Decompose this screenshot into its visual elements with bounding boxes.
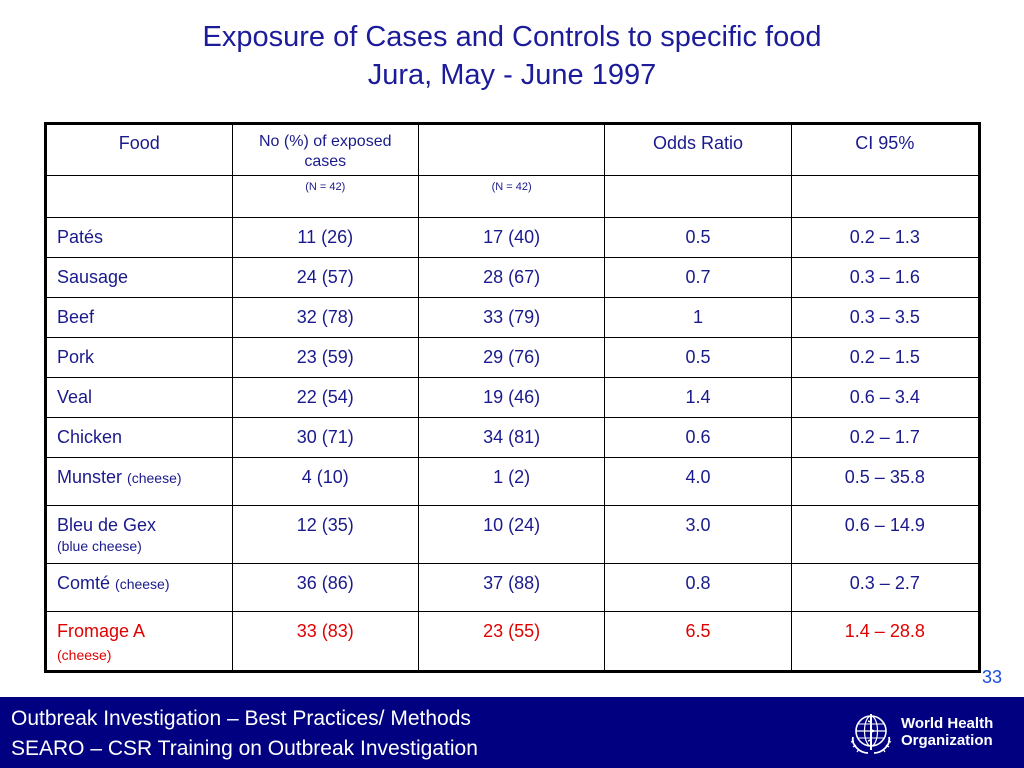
who-emblem-icon	[850, 714, 892, 754]
cases-value: 11 (26)	[231, 217, 419, 258]
footer-bar: Outbreak Investigation – Best Practices/…	[0, 697, 1024, 768]
cases-value: 23 (59)	[231, 337, 419, 378]
header-odds-ratio: Odds Ratio	[604, 123, 792, 176]
table-row-highlight: Fromage A (cheese) 33 (83) 23 (55) 6.5 1.…	[45, 611, 981, 672]
food-note: (cheese)	[57, 647, 112, 663]
ci-value: 0.3 – 3.5	[790, 297, 981, 338]
food-name: Pork	[45, 337, 233, 378]
who-logo-line-2: Organization	[901, 732, 993, 749]
controls-value: 17 (40)	[417, 217, 606, 258]
odds-ratio-value: 6.5	[604, 611, 792, 672]
title-line-1: Exposure of Cases and Controls to specif…	[202, 21, 822, 53]
table-row: Patés 11 (26) 17 (40) 0.5 0.2 – 1.3	[45, 217, 981, 258]
odds-ratio-value: 3.0	[604, 505, 792, 564]
odds-ratio-value: 0.8	[604, 563, 792, 612]
table-header-row: Food No (%) of exposed cases Odds Ratio …	[45, 123, 981, 176]
footer-line-2: SEARO – CSR Training on Outbreak Investi…	[11, 737, 478, 760]
odds-ratio-value: 1.4	[604, 377, 792, 418]
who-logo-text: World Health Organization	[901, 715, 993, 749]
header-ci: CI 95%	[790, 123, 981, 176]
controls-value: 10 (24)	[417, 505, 606, 564]
footer-line-1: Outbreak Investigation – Best Practices/…	[11, 707, 471, 730]
cases-value: 30 (71)	[231, 417, 419, 458]
odds-ratio-value: 1	[604, 297, 792, 338]
controls-value: 29 (76)	[417, 337, 606, 378]
cases-value: 22 (54)	[231, 377, 419, 418]
food-name: Fromage A (cheese)	[45, 611, 233, 672]
food-name-text: Comté	[57, 573, 111, 593]
food-name: Veal	[45, 377, 233, 418]
table-row: Veal 22 (54) 19 (46) 1.4 0.6 – 3.4	[45, 377, 981, 418]
who-logo: World Health Organization	[846, 707, 1016, 759]
food-note: (cheese)	[115, 576, 170, 592]
ci-value: 0.6 – 14.9	[790, 505, 981, 564]
table-row: Beef 32 (78) 33 (79) 1 0.3 – 3.5	[45, 297, 981, 338]
who-logo-line-1: World Health	[901, 715, 994, 732]
ci-value: 0.3 – 1.6	[790, 257, 981, 298]
subheader-controls-n: (N = 42)	[417, 175, 606, 218]
header-exposed-cases: No (%) of exposed cases	[231, 123, 419, 176]
odds-ratio-value: 0.7	[604, 257, 792, 298]
controls-value: 23 (55)	[417, 611, 606, 672]
page-number: 33	[981, 667, 1002, 687]
controls-value: 28 (67)	[417, 257, 606, 298]
table-row: Munster (cheese) 4 (10) 1 (2) 4.0 0.5 – …	[45, 457, 981, 506]
table-row: Sausage 24 (57) 28 (67) 0.7 0.3 – 1.6	[45, 257, 981, 298]
slide-title: Exposure of Cases and Controls to specif…	[0, 18, 1024, 94]
controls-value: 33 (79)	[417, 297, 606, 338]
food-name-text: Munster	[57, 467, 123, 487]
odds-ratio-value: 0.5	[604, 217, 792, 258]
food-name-text: Fromage A	[57, 621, 146, 641]
ci-value: 0.5 – 35.8	[790, 457, 981, 506]
odds-ratio-value: 4.0	[604, 457, 792, 506]
food-name-text: Bleu de Gex	[57, 515, 157, 535]
food-name: Munster (cheese)	[45, 457, 233, 506]
controls-value: 34 (81)	[417, 417, 606, 458]
food-name: Bleu de Gex (blue cheese)	[45, 505, 233, 564]
cases-value: 32 (78)	[231, 297, 419, 338]
cases-value: 24 (57)	[231, 257, 419, 298]
subheader-empty	[604, 175, 792, 218]
cases-value: 36 (86)	[231, 563, 419, 612]
subheader-empty	[45, 175, 233, 218]
ci-value: 0.2 – 1.7	[790, 417, 981, 458]
cases-value: 12 (35)	[231, 505, 419, 564]
ci-value: 0.2 – 1.5	[790, 337, 981, 378]
food-name: Chicken	[45, 417, 233, 458]
table-row: Chicken 30 (71) 34 (81) 0.6 0.2 – 1.7	[45, 417, 981, 458]
ci-value: 0.6 – 3.4	[790, 377, 981, 418]
food-exposure-table: Food No (%) of exposed cases Odds Ratio …	[44, 122, 981, 673]
cases-value: 33 (83)	[231, 611, 419, 672]
table-row: Bleu de Gex (blue cheese) 12 (35) 10 (24)…	[45, 505, 981, 564]
header-controls	[417, 123, 606, 176]
table-row: Comté (cheese) 36 (86) 37 (88) 0.8 0.3 –…	[45, 563, 981, 612]
food-name: Sausage	[45, 257, 233, 298]
food-name: Beef	[45, 297, 233, 338]
title-line-2: Jura, May - June 1997	[367, 59, 657, 91]
cases-value: 4 (10)	[231, 457, 419, 506]
odds-ratio-value: 0.5	[604, 337, 792, 378]
ci-value: 0.2 – 1.3	[790, 217, 981, 258]
ci-value: 0.3 – 2.7	[790, 563, 981, 612]
food-note: (cheese)	[127, 470, 182, 486]
controls-value: 19 (46)	[417, 377, 606, 418]
ci-value: 1.4 – 28.8	[790, 611, 981, 672]
header-food: Food	[45, 123, 233, 176]
subheader-empty	[790, 175, 981, 218]
food-note: (blue cheese)	[57, 538, 142, 554]
subheader-cases-n: (N = 42)	[231, 175, 419, 218]
controls-value: 37 (88)	[417, 563, 606, 612]
table-subheader-row: (N = 42) (N = 42)	[45, 175, 981, 218]
table-row: Pork 23 (59) 29 (76) 0.5 0.2 – 1.5	[45, 337, 981, 378]
food-name: Patés	[45, 217, 233, 258]
odds-ratio-value: 0.6	[604, 417, 792, 458]
food-name: Comté (cheese)	[45, 563, 233, 612]
controls-value: 1 (2)	[417, 457, 606, 506]
